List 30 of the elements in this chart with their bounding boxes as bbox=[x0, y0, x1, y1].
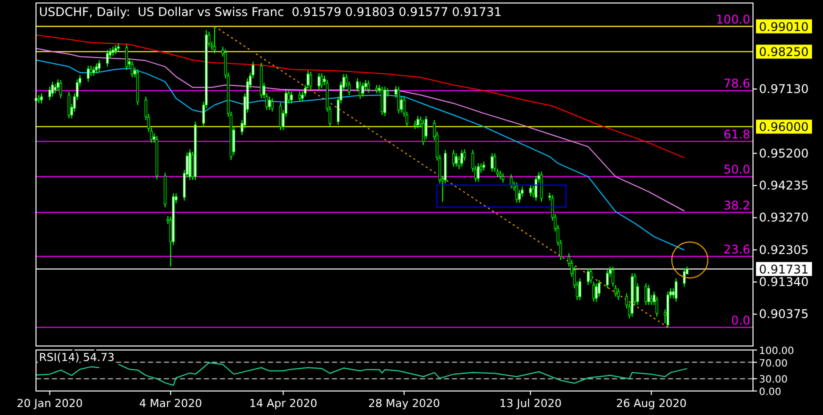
annotation: 23.6 bbox=[724, 242, 750, 256]
annotation: 38.2 bbox=[724, 198, 750, 212]
ref-line-label: 0.96000 bbox=[759, 120, 809, 134]
ref-line-label: 0.99010 bbox=[759, 20, 809, 34]
x-tick-label: 13 Jul 2020 bbox=[499, 397, 562, 410]
annotation: 78.6 bbox=[724, 76, 750, 91]
y-tick-label: 0.95200 bbox=[759, 146, 809, 160]
annotation: 61.8 bbox=[724, 127, 750, 142]
y-tick-label: 0.90375 bbox=[759, 307, 809, 322]
x-tick-label: 4 Mar 2020 bbox=[139, 397, 202, 410]
chart-title: RSI(14) 54.73 bbox=[39, 351, 114, 364]
x-tick-label: 20 Jan 2020 bbox=[16, 397, 83, 410]
annotation: 0.0 bbox=[731, 313, 750, 328]
y-tick-label: 0.97130 bbox=[759, 82, 809, 96]
y-tick-label: 30.00 bbox=[759, 374, 788, 386]
y-tick-label: 70.00 bbox=[759, 358, 788, 370]
y-tick-label: 0.91340 bbox=[759, 275, 809, 289]
y-tick-label: 0.92305 bbox=[759, 242, 809, 257]
y-tick-label: 0.93270 bbox=[759, 210, 809, 225]
ref-line-label: 0.98250 bbox=[759, 45, 809, 60]
y-tick-label: 100.00 bbox=[759, 346, 794, 357]
y-tick-label: 0.00 bbox=[759, 387, 782, 398]
annotation: 50.0 bbox=[724, 162, 750, 177]
x-tick-label: 26 Aug 2020 bbox=[616, 397, 687, 410]
x-tick-label: 14 Apr 2020 bbox=[249, 397, 318, 410]
chart-title: USDCHF, Daily: US Dollar vs Swiss Franc 0.91579 0.91803 0.91577 0.91731 bbox=[39, 5, 502, 19]
ref-line-label: 0.91731 bbox=[759, 262, 809, 276]
x-tick-label: 28 May 2020 bbox=[368, 397, 440, 410]
annotation: 100.0 bbox=[716, 12, 750, 26]
y-tick-label: 0.94235 bbox=[759, 178, 809, 192]
